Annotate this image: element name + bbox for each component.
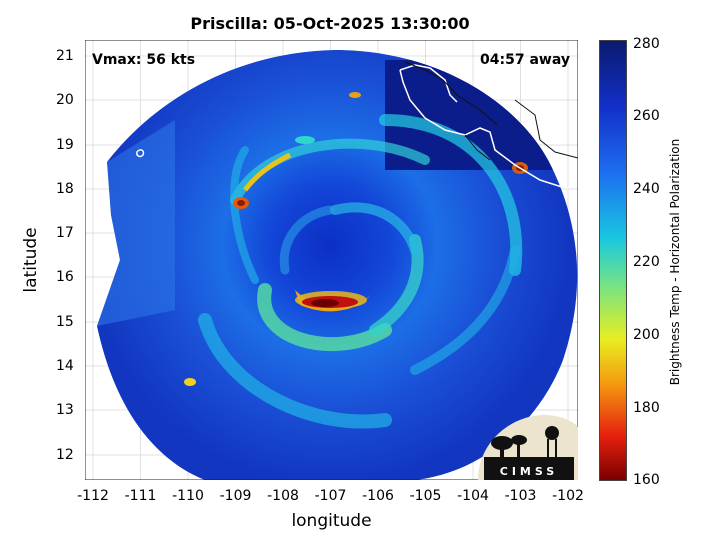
x-tick-label: -109 — [219, 488, 252, 504]
state-borders — [404, 61, 578, 161]
microwave-swath — [97, 50, 578, 480]
y-tick-label: 14 — [56, 358, 74, 374]
y-tick-label: 15 — [56, 314, 74, 330]
x-axis-label: longitude — [291, 511, 372, 531]
colorbar-tick-label: 280 — [633, 36, 660, 52]
vmax-label: Vmax: 56 kts — [92, 52, 196, 68]
rainband-inner — [257, 202, 424, 351]
x-tick-label: -103 — [504, 488, 537, 504]
x-tick-label: -112 — [77, 488, 109, 504]
y-axis-label: latitude — [21, 227, 41, 293]
colorbar-tick-label: 220 — [633, 254, 660, 270]
time-away-label: 04:57 away — [480, 52, 570, 68]
coastline — [136, 64, 578, 189]
colorbar-tick-label: 260 — [633, 108, 660, 124]
y-tick-label: 21 — [56, 48, 74, 64]
rainband-outer — [198, 114, 523, 429]
colorbar-tick-label: 240 — [633, 181, 660, 197]
y-tick-label: 18 — [56, 181, 74, 197]
y-tick-label: 17 — [56, 225, 74, 241]
x-tick-label: -110 — [172, 488, 204, 504]
x-tick-label: -106 — [362, 488, 394, 504]
colorbar-tick-label: 180 — [633, 400, 660, 416]
x-tick-label: -107 — [314, 488, 347, 504]
y-tick-label: 16 — [56, 269, 74, 285]
eyewall-convection — [295, 290, 370, 312]
y-tick-label: 19 — [56, 137, 74, 153]
colorbar — [599, 40, 627, 481]
y-tick-label: 20 — [56, 92, 74, 108]
map-title: Priscilla: 05-Oct-2025 13:30:00 — [190, 14, 470, 33]
colorbar-tick-label: 200 — [633, 327, 660, 343]
colorbar-tick-label: 160 — [633, 472, 660, 488]
cimss-logo: CIMSS — [478, 415, 578, 480]
logo-text: CIMSS — [500, 465, 558, 478]
colorbar-label: Brightness Temp - Horizontal Polarizatio… — [668, 138, 682, 386]
y-tick-label: 13 — [56, 402, 74, 418]
x-tick-label: -108 — [267, 488, 299, 504]
x-tick-label: -111 — [124, 488, 157, 504]
x-tick-label: -102 — [552, 488, 584, 504]
map-plot — [85, 40, 578, 480]
y-tick-label: 12 — [56, 447, 74, 463]
x-tick-label: -104 — [457, 488, 489, 504]
x-tick-label: -105 — [409, 488, 442, 504]
